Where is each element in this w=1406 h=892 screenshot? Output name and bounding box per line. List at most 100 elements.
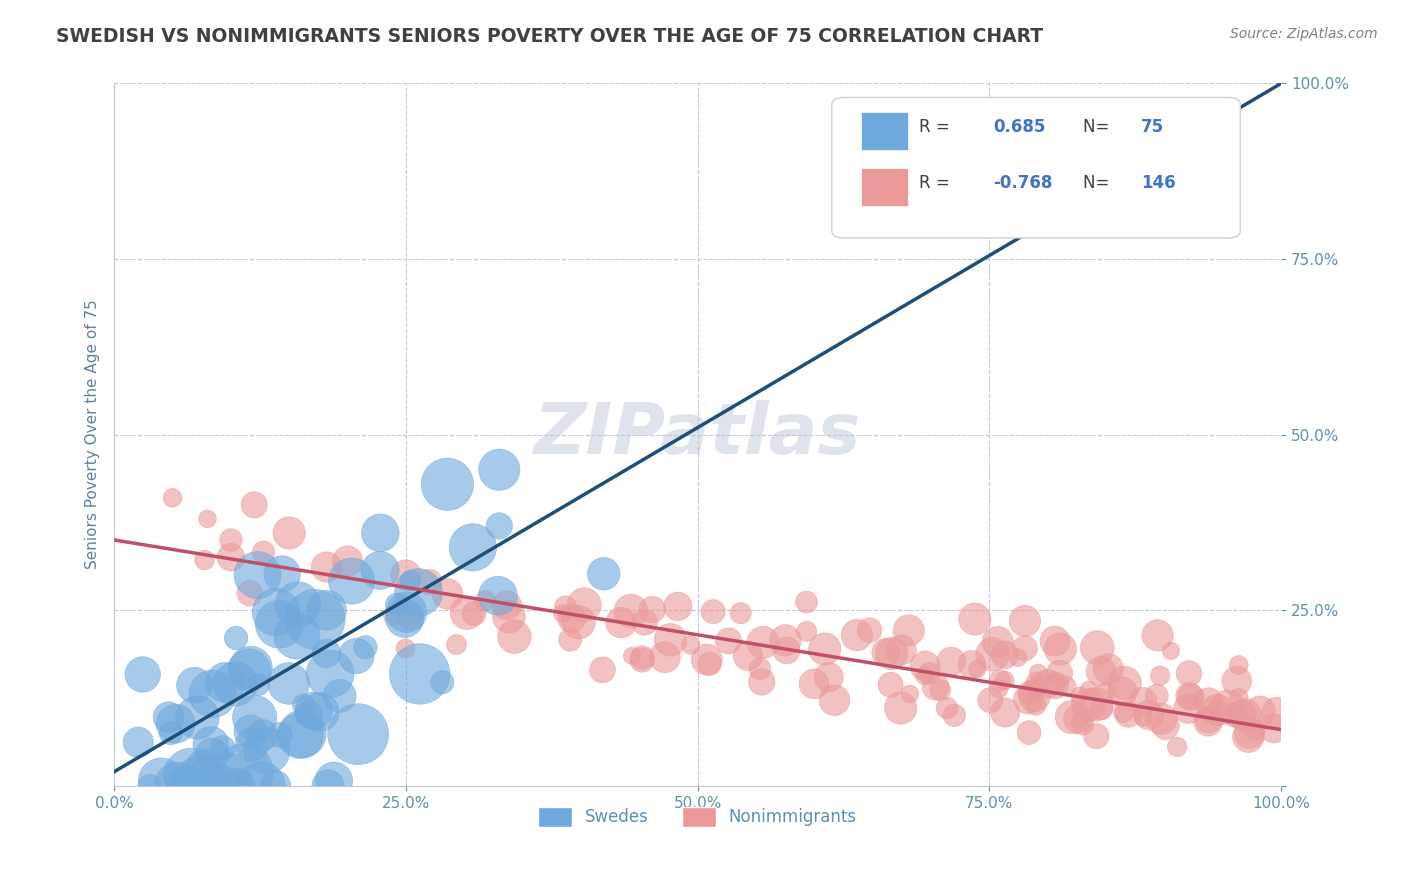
Point: [1026, 676, 1049, 690]
Point: [1227, 690, 1250, 705]
Point: [1160, 644, 1182, 658]
Point: [633, 615, 655, 630]
Point: [290, 729, 312, 743]
Point: [751, 674, 773, 689]
Point: [775, 633, 797, 648]
Point: [1149, 668, 1171, 682]
Point: [880, 647, 903, 661]
Point: [796, 624, 818, 639]
Point: [150, 774, 173, 789]
Point: [368, 563, 391, 577]
Text: N=: N=: [1083, 174, 1115, 192]
Point: [960, 657, 983, 672]
Point: [316, 779, 339, 793]
Point: [186, 710, 208, 724]
Point: [702, 605, 724, 619]
Point: [436, 587, 458, 601]
Text: R =: R =: [920, 118, 955, 136]
Point: [1154, 719, 1177, 733]
Point: [1071, 716, 1094, 731]
Point: [219, 550, 242, 565]
Point: [1112, 706, 1135, 720]
Point: [344, 648, 367, 663]
Point: [890, 701, 912, 715]
Point: [717, 634, 740, 648]
Point: [408, 585, 430, 599]
Point: [308, 705, 330, 719]
Point: [1069, 689, 1091, 703]
Point: [238, 663, 260, 677]
Point: [1017, 692, 1039, 706]
Point: [211, 741, 233, 756]
Point: [620, 604, 643, 618]
Point: [382, 608, 405, 623]
Point: [1024, 689, 1046, 703]
Point: [298, 707, 321, 722]
Point: [285, 629, 308, 643]
Point: [796, 595, 818, 609]
Point: [558, 632, 581, 647]
Point: [253, 545, 276, 559]
Point: [488, 463, 510, 477]
Point: [1226, 674, 1249, 689]
Point: [162, 491, 184, 505]
Point: [1137, 707, 1160, 722]
Point: [394, 611, 416, 625]
Point: [340, 574, 363, 588]
Text: ZIPatlas: ZIPatlas: [534, 401, 862, 469]
Point: [699, 657, 721, 671]
Point: [1150, 712, 1173, 726]
Point: [395, 568, 418, 582]
Point: [486, 589, 509, 603]
Point: [924, 680, 946, 694]
Point: [287, 598, 309, 612]
Point: [1146, 628, 1168, 642]
Point: [394, 641, 416, 656]
Point: [225, 631, 247, 645]
Point: [1085, 729, 1108, 743]
Point: [214, 675, 236, 690]
Point: [188, 779, 211, 793]
Point: [592, 566, 614, 581]
Point: [776, 643, 799, 657]
Y-axis label: Seniors Poverty Over the Age of 75: Seniors Poverty Over the Age of 75: [86, 300, 100, 569]
Point: [1085, 640, 1108, 655]
Point: [461, 541, 484, 555]
Point: [679, 638, 702, 652]
FancyBboxPatch shape: [832, 97, 1240, 238]
Point: [217, 769, 239, 783]
Point: [233, 765, 256, 780]
Point: [621, 648, 644, 663]
Point: [292, 698, 315, 712]
Point: [1067, 712, 1090, 726]
Point: [264, 779, 287, 793]
Text: N=: N=: [1083, 118, 1115, 136]
Point: [165, 716, 187, 731]
Point: [1132, 710, 1154, 724]
Point: [890, 643, 912, 657]
Text: 146: 146: [1142, 174, 1175, 192]
Point: [929, 683, 952, 698]
Point: [1216, 699, 1239, 714]
Point: [201, 687, 224, 701]
Point: [1060, 710, 1083, 724]
Point: [395, 605, 418, 619]
Point: [1180, 690, 1202, 705]
Point: [240, 738, 263, 752]
Point: [385, 597, 408, 611]
Point: [319, 666, 342, 681]
Point: [498, 609, 520, 624]
Point: [1178, 666, 1201, 681]
Point: [994, 706, 1017, 720]
Point: [1007, 650, 1029, 665]
Point: [474, 594, 496, 608]
Point: [817, 670, 839, 684]
Point: [567, 615, 589, 630]
Point: [243, 498, 266, 512]
Point: [1043, 677, 1066, 691]
Point: [1198, 695, 1220, 709]
Point: [859, 623, 882, 637]
Point: [641, 602, 664, 616]
Point: [994, 673, 1017, 688]
Point: [935, 701, 957, 715]
